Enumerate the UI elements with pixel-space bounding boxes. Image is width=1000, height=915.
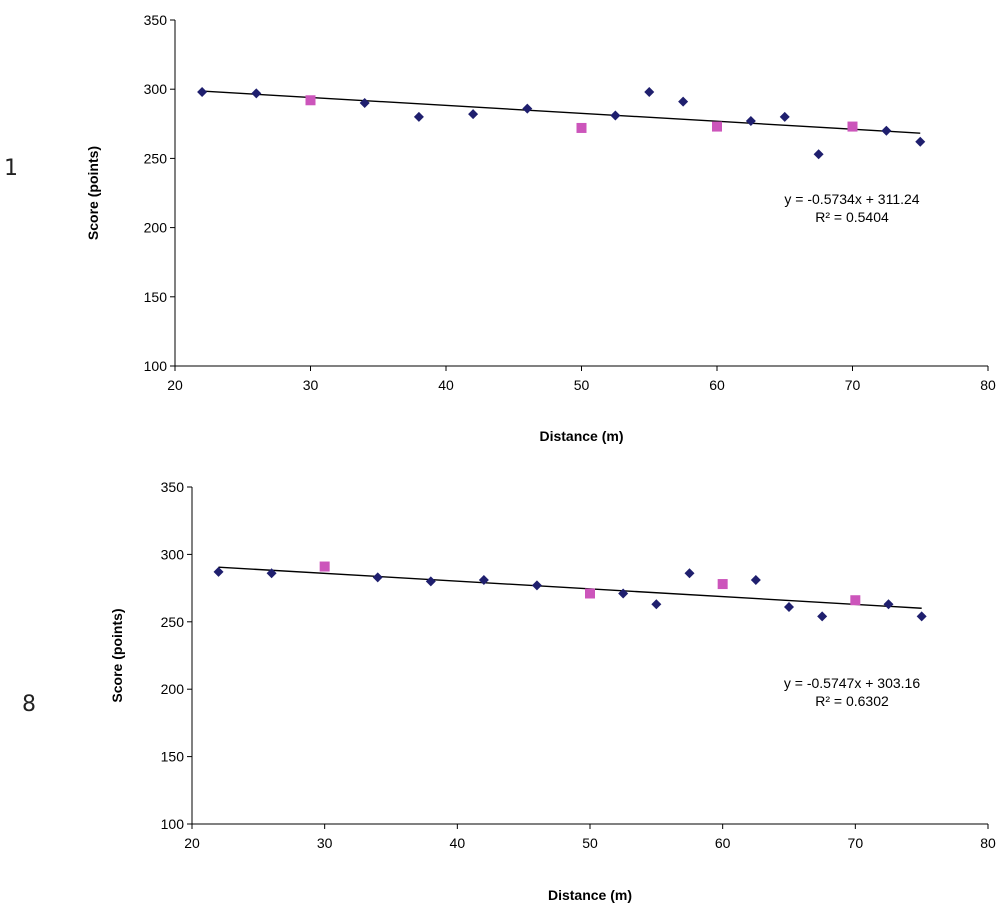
x-tick-label: 50 bbox=[582, 835, 598, 851]
r-squared-value: R² = 0.5404 bbox=[815, 209, 889, 225]
data-point-square bbox=[585, 588, 595, 599]
data-point-diamond bbox=[197, 86, 208, 97]
x-tick-label: 20 bbox=[184, 835, 200, 851]
trendline-equation: y = -0.5747x + 303.16 bbox=[784, 675, 920, 691]
data-point-diamond bbox=[644, 86, 655, 97]
trendline-equation: y = -0.5734x + 311.24 bbox=[784, 191, 919, 207]
scatter-chart-1: 100 150 200 250 300 350 20 30 40 50 60 70 80 Distance… bbox=[85, 12, 996, 444]
data-point-diamond bbox=[251, 88, 262, 99]
panel-label: 1 bbox=[4, 156, 18, 181]
data-point-diamond bbox=[651, 599, 662, 610]
y-tick-label: 100 bbox=[144, 358, 168, 374]
x-axis-title: Distance (m) bbox=[539, 428, 623, 444]
scatter-chart-8: 100 150 200 250 300 350 20 30 40 50 60 70 80 Distance… bbox=[109, 479, 996, 903]
data-point-diamond bbox=[413, 111, 424, 122]
x-tick-label: 40 bbox=[438, 377, 454, 393]
data-point-diamond bbox=[881, 125, 892, 136]
data-point-diamond bbox=[817, 611, 828, 622]
y-tick-label: 200 bbox=[144, 220, 168, 236]
y-tick-label: 350 bbox=[144, 12, 168, 28]
data-point-diamond bbox=[522, 103, 533, 114]
y-tick-label: 100 bbox=[161, 816, 185, 832]
x-tick-label: 70 bbox=[845, 377, 861, 393]
data-point-diamond bbox=[468, 109, 479, 120]
y-tick-label: 250 bbox=[161, 614, 185, 630]
data-point-diamond bbox=[684, 568, 695, 579]
y-tick-label: 300 bbox=[161, 546, 185, 562]
x-tick-label: 80 bbox=[980, 377, 996, 393]
x-tick-label: 40 bbox=[450, 835, 466, 851]
data-point-square bbox=[305, 95, 316, 106]
data-point-diamond bbox=[750, 575, 761, 586]
data-point-square bbox=[847, 121, 858, 132]
x-tick-label: 70 bbox=[848, 835, 864, 851]
x-tick-label: 20 bbox=[167, 377, 183, 393]
x-tick-label: 50 bbox=[574, 377, 590, 393]
data-point-square bbox=[319, 561, 330, 572]
y-tick-label: 350 bbox=[161, 479, 185, 495]
data-point-diamond bbox=[213, 566, 224, 577]
y-tick-label: 300 bbox=[144, 81, 168, 97]
y-axis-title: Score (points) bbox=[85, 146, 101, 240]
data-point-diamond bbox=[883, 599, 894, 610]
x-tick-label: 30 bbox=[303, 377, 319, 393]
y-tick-label: 250 bbox=[144, 150, 168, 166]
data-point-diamond bbox=[678, 96, 689, 107]
data-point-diamond bbox=[915, 136, 926, 147]
x-axis-title: Distance (m) bbox=[548, 887, 632, 903]
data-point-diamond bbox=[359, 98, 370, 109]
chart-panel-8: 8 100 150 200 250 300 350 20 30 40 50 60 70 80 Distan… bbox=[0, 470, 1000, 915]
data-point-diamond bbox=[372, 572, 383, 583]
data-point-diamond bbox=[618, 588, 629, 599]
data-point-diamond bbox=[610, 110, 621, 121]
panel-label: 8 bbox=[22, 692, 36, 717]
data-point-square bbox=[850, 595, 861, 606]
data-point-square bbox=[717, 579, 728, 590]
data-point-diamond bbox=[531, 580, 542, 591]
data-point-diamond bbox=[813, 149, 824, 160]
data-point-square bbox=[576, 122, 587, 133]
trendline bbox=[202, 90, 921, 134]
x-tick-label: 80 bbox=[980, 835, 996, 851]
y-tick-label: 150 bbox=[161, 749, 185, 765]
data-point-diamond bbox=[745, 116, 756, 127]
y-axis-title: Score (points) bbox=[109, 608, 125, 702]
data-point-diamond bbox=[425, 576, 436, 587]
data-point-diamond bbox=[916, 611, 927, 622]
r-squared-value: R² = 0.6302 bbox=[815, 693, 889, 709]
y-tick-label: 150 bbox=[144, 289, 168, 305]
data-point-square bbox=[712, 121, 722, 132]
data-point-diamond bbox=[478, 575, 489, 586]
x-tick-label: 30 bbox=[317, 835, 333, 851]
y-tick-label: 200 bbox=[161, 681, 185, 697]
x-tick-label: 60 bbox=[709, 377, 725, 393]
data-point-diamond bbox=[779, 111, 790, 122]
trendline bbox=[218, 566, 922, 609]
data-point-diamond bbox=[784, 601, 794, 612]
x-tick-label: 60 bbox=[715, 835, 731, 851]
data-point-diamond bbox=[266, 568, 277, 579]
chart-panel-1: 1 100 150 200 250 300 350 20 30 40 50 60 70 80 Distan… bbox=[0, 0, 1000, 450]
